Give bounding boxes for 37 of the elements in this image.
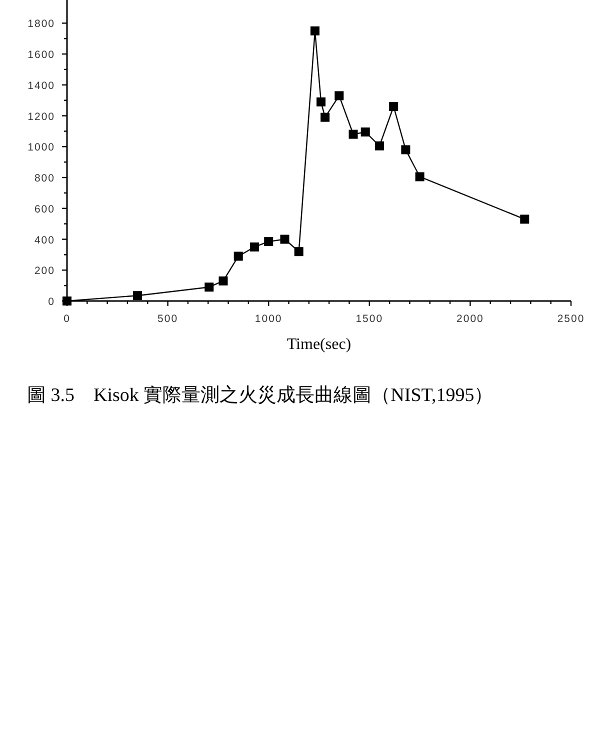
y-tick-label: 400 bbox=[34, 234, 55, 246]
point bbox=[133, 291, 142, 300]
point bbox=[334, 91, 344, 100]
point bbox=[310, 26, 320, 36]
y-tick-label: 1800 bbox=[28, 18, 55, 30]
x-tick-label: 0 bbox=[64, 313, 70, 325]
x-tick-label: 1000 bbox=[254, 313, 282, 325]
y-tick-label: 1200 bbox=[28, 110, 55, 123]
y-tick-label: 200 bbox=[34, 265, 55, 278]
y-tick-label: 1000 bbox=[28, 142, 55, 154]
y-tick-label: 0 bbox=[48, 296, 55, 308]
y-tick-label: 1400 bbox=[28, 80, 55, 92]
point bbox=[280, 234, 290, 244]
x-tick-label: 1500 bbox=[356, 313, 384, 325]
point bbox=[415, 172, 424, 182]
caption: 圖 3.5 Kisok 實際量測之火災成長曲線圖（NIST,1995） bbox=[27, 385, 494, 406]
point bbox=[264, 237, 274, 246]
y-tick-label: 600 bbox=[34, 203, 55, 216]
x-tick-label: 500 bbox=[158, 313, 178, 325]
point bbox=[374, 141, 384, 150]
point bbox=[520, 214, 530, 224]
y-tick-label: 1600 bbox=[28, 49, 55, 62]
point bbox=[234, 252, 243, 261]
point bbox=[250, 242, 259, 252]
point bbox=[218, 276, 228, 286]
x-tick-label: 2500 bbox=[557, 313, 585, 325]
point bbox=[401, 145, 410, 154]
point bbox=[316, 97, 326, 106]
point bbox=[348, 130, 358, 139]
point bbox=[360, 127, 370, 136]
point bbox=[294, 247, 304, 256]
point bbox=[204, 282, 214, 292]
x-tick-label: 2000 bbox=[456, 313, 484, 325]
point bbox=[389, 102, 398, 112]
x-axis-title: Time(sec) bbox=[286, 336, 352, 353]
point bbox=[320, 112, 330, 122]
y-tick-label: 800 bbox=[34, 172, 55, 185]
